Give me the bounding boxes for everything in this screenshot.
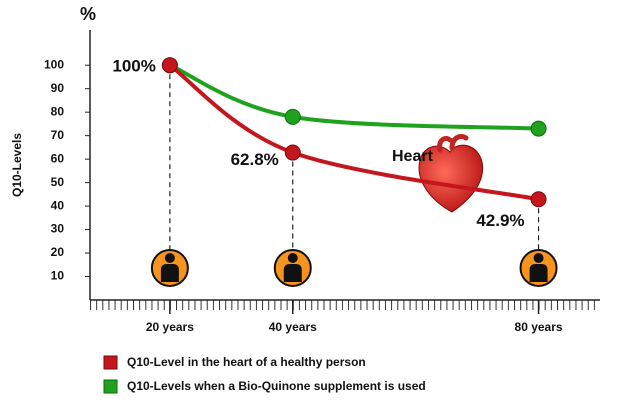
legend-label: Q10-Levels when a Bio-Quinone supplement…: [127, 379, 426, 393]
value-label: 100%: [112, 57, 155, 76]
annotation: Heart: [392, 148, 434, 165]
y-tick-label: 80: [51, 104, 65, 118]
person-head: [164, 253, 175, 263]
y-unit: %: [80, 4, 96, 24]
point: [284, 108, 301, 125]
value-label: 62.8%: [231, 150, 279, 169]
y-tick-label: 70: [51, 128, 65, 142]
point: [284, 144, 301, 161]
person-icon: [273, 249, 312, 287]
y-tick-label: 30: [51, 222, 65, 236]
person-body: [529, 264, 548, 282]
value-label: 42.9%: [476, 211, 524, 230]
y-tick-label: 50: [51, 175, 65, 189]
person-head: [287, 253, 298, 263]
legend-label: Q10-Level in the heart of a healthy pers…: [127, 355, 366, 369]
person-body: [283, 264, 302, 282]
x-tick-label: 40 years: [269, 320, 317, 334]
y-tick-label: 20: [51, 245, 65, 259]
y-tick-label: 100: [44, 57, 64, 71]
person-icon: [150, 249, 189, 287]
y-tick-label: 10: [51, 269, 65, 283]
x-tick-label: 20 years: [146, 320, 194, 334]
point: [161, 57, 178, 74]
minor-ticks: [90, 300, 600, 310]
point: [530, 120, 547, 137]
point: [530, 191, 547, 208]
y-tick-label: 60: [51, 151, 65, 165]
y-tick-label: 90: [51, 81, 65, 95]
y-tick-label: 40: [51, 198, 65, 212]
y-axis-label: Q10-Levels: [10, 133, 24, 197]
legend-swatch: [103, 355, 118, 370]
person-body: [160, 264, 179, 282]
heart-icon: [418, 133, 484, 213]
line: [168, 63, 539, 202]
x-tick-label: 80 years: [515, 320, 563, 334]
person-icon: [519, 249, 558, 287]
legend-swatch: [103, 379, 118, 394]
line: [169, 63, 539, 131]
person-head: [533, 253, 544, 263]
